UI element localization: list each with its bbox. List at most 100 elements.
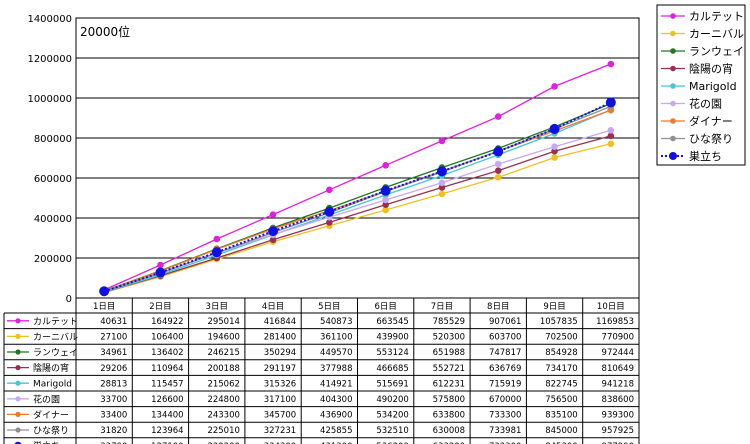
series-line [104,135,612,293]
table-cell: 224800 [207,395,239,405]
data-point [551,83,558,90]
table-row-swatch-marker [15,427,21,433]
y-tick-label: 800000 [34,134,72,145]
table-cell: 845300 [545,442,577,444]
table-row: Marigold 28813 115457 215062 315326 414921 515… [7,379,634,390]
table-cell: 835100 [545,411,577,421]
table-cell: 29206 [100,364,127,374]
table-row: 陰陽の宵 29206 110964 200188 291197 377988 466685 5… [7,362,634,374]
table-cell: 295014 [207,317,239,327]
data-point [99,286,110,297]
table-cell: 612231 [433,379,465,389]
table-cell: 532510 [376,426,408,436]
table-cell: 215062 [207,379,239,389]
legend-swatch-marker [669,152,677,160]
table-cell: 715919 [489,379,521,389]
table-row-swatch-marker [14,441,22,444]
data-point [494,160,502,168]
table-cell: 281400 [264,333,296,343]
table-cell: 733300 [489,411,521,421]
table-cell: 490200 [376,395,408,405]
table-cell: 28813 [100,379,127,389]
table-cell: 747817 [489,348,521,358]
table-cell: 822745 [545,379,577,389]
data-point [157,261,164,269]
legend-label: 巣立ち [689,149,722,163]
table-cell: 553124 [376,348,408,358]
table-header-cell: 6日目 [374,302,396,312]
table-cell: 732300 [489,442,521,444]
table-cell: 734170 [545,364,577,374]
legend-swatch-marker [670,100,676,107]
table-cell: 350294 [264,348,296,358]
table-cell: 334300 [264,442,296,444]
table-header-cell: 9日目 [543,302,565,312]
table-header-cell: 4日目 [262,302,284,312]
table-cell: 810649 [602,364,634,374]
y-tick-label: 400000 [34,214,72,225]
table-cell: 134400 [151,411,183,421]
legend-label: ダイナー [689,114,733,128]
table-cell: 345700 [264,411,296,421]
data-point [382,161,389,169]
table-row-label: ダイナー [33,409,69,421]
y-tick-label: 200000 [34,254,72,265]
table-cell: 651988 [433,348,465,358]
table-cell: 291197 [264,364,296,374]
table-cell: 33700 [100,442,127,444]
series-line [103,101,612,293]
data-point [438,179,446,187]
table-cell: 127100 [151,442,183,444]
table-cell: 40631 [100,317,127,327]
table-cell: 164922 [151,317,183,327]
table-cell: 603700 [489,333,521,343]
legend-label: カーニバル [689,28,744,41]
table-cell: 327231 [264,426,296,436]
table-row-swatch-marker [15,333,21,339]
table-cell: 702500 [545,333,577,343]
table-cell: 126600 [151,395,183,405]
legend-label: 花の園 [689,98,722,111]
data-point [551,154,558,161]
table-header-cell: 8日目 [487,302,509,312]
data-point [382,196,389,204]
table-row: ひな祭り 31820 123964 225010 327231 425855 532510 6… [7,425,634,437]
table-cell: 972444 [602,348,634,358]
series-line [103,63,612,291]
table-cell: 663545 [376,317,408,327]
table-cell: 377988 [320,364,352,374]
legend-label: Marigold [689,80,737,93]
table-cell: 200188 [207,364,239,374]
data-point [436,166,447,177]
table-row-label: カーニバル [33,332,78,343]
data-point [326,219,333,226]
table-cell: 317100 [264,395,296,405]
table-cell: 110964 [151,364,183,374]
data-point [438,190,446,198]
table-cell: 33700 [100,395,127,405]
data-point [607,140,615,148]
data-point [494,113,502,120]
table-cell: 670000 [489,395,521,405]
data-point [494,167,502,174]
data-point [605,97,616,108]
table-row-label: 陰陽の宵 [33,362,69,374]
data-point [268,226,279,237]
table-row-swatch-marker [15,318,21,324]
table-row: カルテット 40631 164922 295014 416844 540873 663545… [7,316,634,327]
data-point [211,247,222,258]
table-cell: 361100 [320,333,352,343]
data-point [382,206,389,214]
table-cell: 31820 [100,426,127,436]
table-cell: 838600 [602,395,634,405]
table-row: 花の園 33700 126600 224800 317100 404300 490200 57… [7,393,634,405]
table-cell: 630008 [433,426,465,436]
table-header-cell: 10日目 [597,302,625,312]
y-tick-label: 1400000 [27,14,72,25]
table-cell: 854928 [545,348,577,358]
table-row-swatch-marker [15,396,21,402]
y-tick-label: 1000000 [27,94,72,105]
series-8 [99,97,616,297]
